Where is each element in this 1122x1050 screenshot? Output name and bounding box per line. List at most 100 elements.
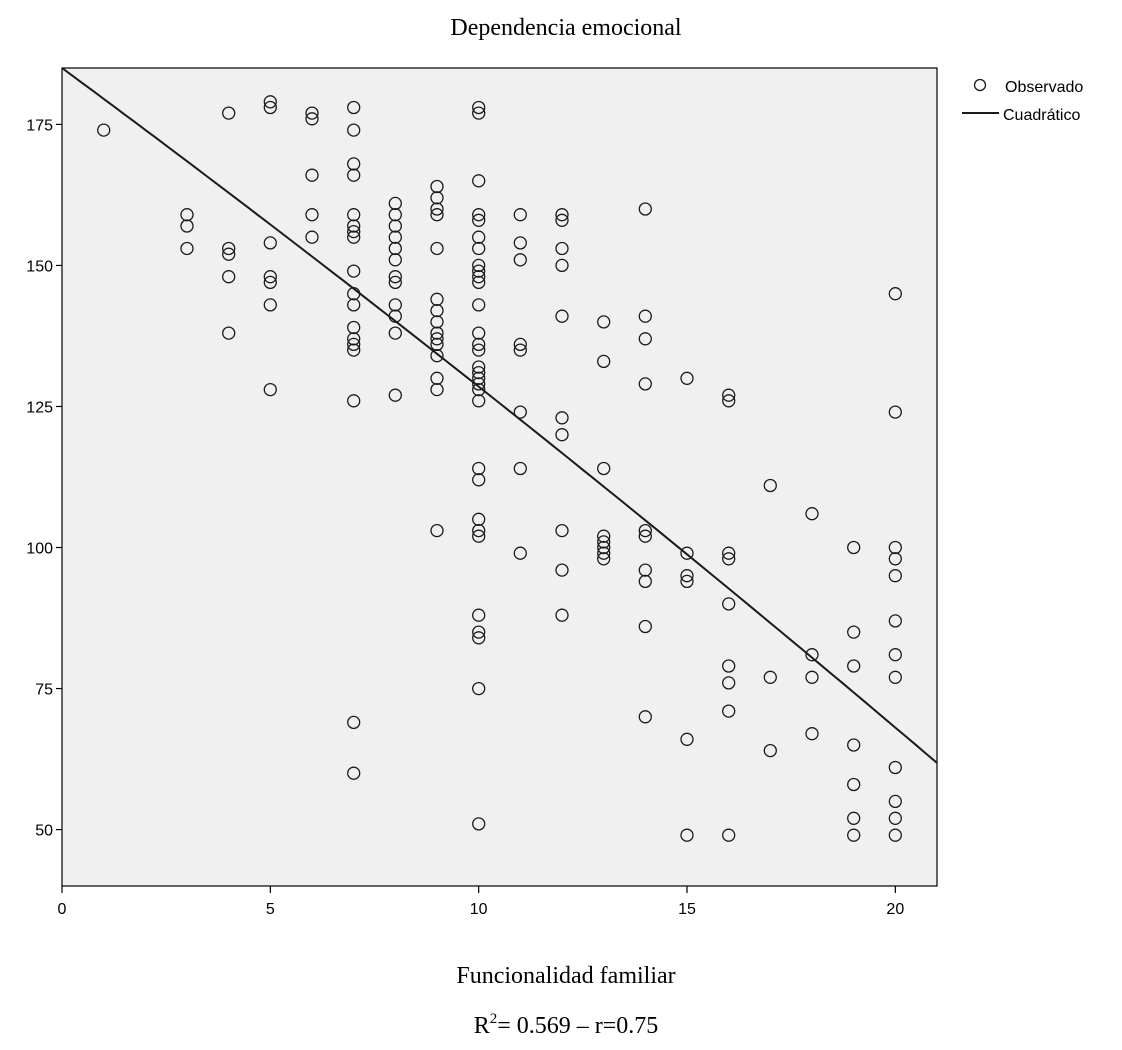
x-axis: 0 5 10 15 20 — [58, 886, 904, 918]
data-point — [263, 382, 277, 397]
data-point — [388, 208, 402, 222]
data-point — [388, 275, 402, 290]
data-point — [430, 202, 444, 216]
data-point — [347, 394, 361, 408]
data-point — [763, 670, 777, 684]
data-point — [555, 523, 569, 538]
data-point — [722, 597, 736, 611]
data-point — [888, 405, 902, 419]
data-point — [472, 343, 486, 357]
data-point — [888, 760, 902, 775]
x-tick-label: 15 — [678, 901, 696, 918]
data-point — [388, 219, 402, 233]
data-point — [513, 546, 527, 560]
data-point — [347, 208, 361, 222]
data-point — [722, 659, 736, 673]
x-tick-label: 10 — [470, 901, 488, 918]
data-point — [430, 241, 444, 256]
data-point — [472, 270, 486, 284]
data-point — [555, 309, 569, 323]
data-point — [638, 574, 652, 589]
data-point — [347, 332, 361, 346]
data-point — [472, 523, 486, 538]
data-point — [472, 106, 486, 120]
data-point — [430, 337, 444, 352]
data-point — [180, 241, 194, 256]
data-point — [555, 608, 569, 622]
data-point — [722, 704, 736, 718]
x-tick-label: 0 — [58, 901, 67, 918]
data-point — [847, 738, 861, 752]
data-point — [888, 670, 902, 684]
data-point — [430, 292, 444, 306]
data-point — [472, 681, 486, 696]
data-point — [638, 332, 652, 346]
plot-area — [61, 67, 938, 887]
data-point — [472, 529, 486, 543]
data-point — [513, 461, 527, 476]
data-point — [472, 377, 486, 391]
data-point — [472, 174, 486, 188]
data-point — [555, 563, 569, 577]
x-axis-label: Funcionalidad familiar — [456, 963, 675, 989]
data-point — [638, 710, 652, 724]
data-point — [305, 112, 319, 126]
data-point — [513, 253, 527, 267]
data-point — [347, 168, 361, 182]
data-point — [388, 230, 402, 244]
data-point — [222, 241, 236, 256]
caption-r2-base: R — [474, 1013, 490, 1039]
data-point — [472, 365, 486, 380]
caption-r2-sup: 2 — [490, 1011, 498, 1027]
data-point — [347, 224, 361, 239]
data-point — [597, 315, 611, 329]
data-point — [722, 394, 736, 408]
data-point — [722, 828, 736, 842]
data-point — [847, 625, 861, 639]
data-point — [222, 247, 236, 261]
data-point — [597, 461, 611, 476]
data-point — [763, 743, 777, 758]
data-point — [472, 213, 486, 227]
data-point — [597, 529, 611, 543]
data-point — [597, 535, 611, 549]
data-point — [472, 817, 486, 831]
y-tick-label: 75 — [35, 682, 53, 699]
data-point — [347, 337, 361, 352]
data-point — [888, 287, 902, 301]
data-point — [680, 546, 694, 560]
data-point — [472, 258, 486, 273]
data-point — [888, 811, 902, 825]
data-point — [472, 631, 486, 645]
fit-line-quadratic — [61, 67, 938, 764]
data-point — [847, 828, 861, 842]
legend-label-fit: Cuadrático — [1003, 107, 1080, 124]
data-point — [430, 382, 444, 397]
legend-label-observed: Observado — [1005, 79, 1083, 96]
data-point — [555, 241, 569, 256]
y-tick-label: 50 — [35, 823, 53, 840]
x-tick-label: 5 — [266, 901, 275, 918]
data-point — [472, 512, 486, 526]
data-point — [472, 382, 486, 397]
data-point — [347, 100, 361, 115]
data-point — [638, 619, 652, 634]
data-point — [638, 202, 652, 216]
data-point — [430, 326, 444, 340]
data-point — [472, 100, 486, 115]
data-point — [347, 123, 361, 137]
data-point — [430, 179, 444, 194]
data-point — [888, 828, 902, 842]
data-point — [597, 540, 611, 555]
data-point — [472, 241, 486, 256]
data-point — [263, 270, 277, 284]
data-point — [555, 258, 569, 273]
data-point — [430, 349, 444, 363]
data-point — [847, 777, 861, 792]
data-point — [722, 546, 736, 560]
data-point — [472, 461, 486, 476]
data-point — [638, 309, 652, 323]
data-point — [888, 552, 902, 566]
data-point — [347, 230, 361, 244]
